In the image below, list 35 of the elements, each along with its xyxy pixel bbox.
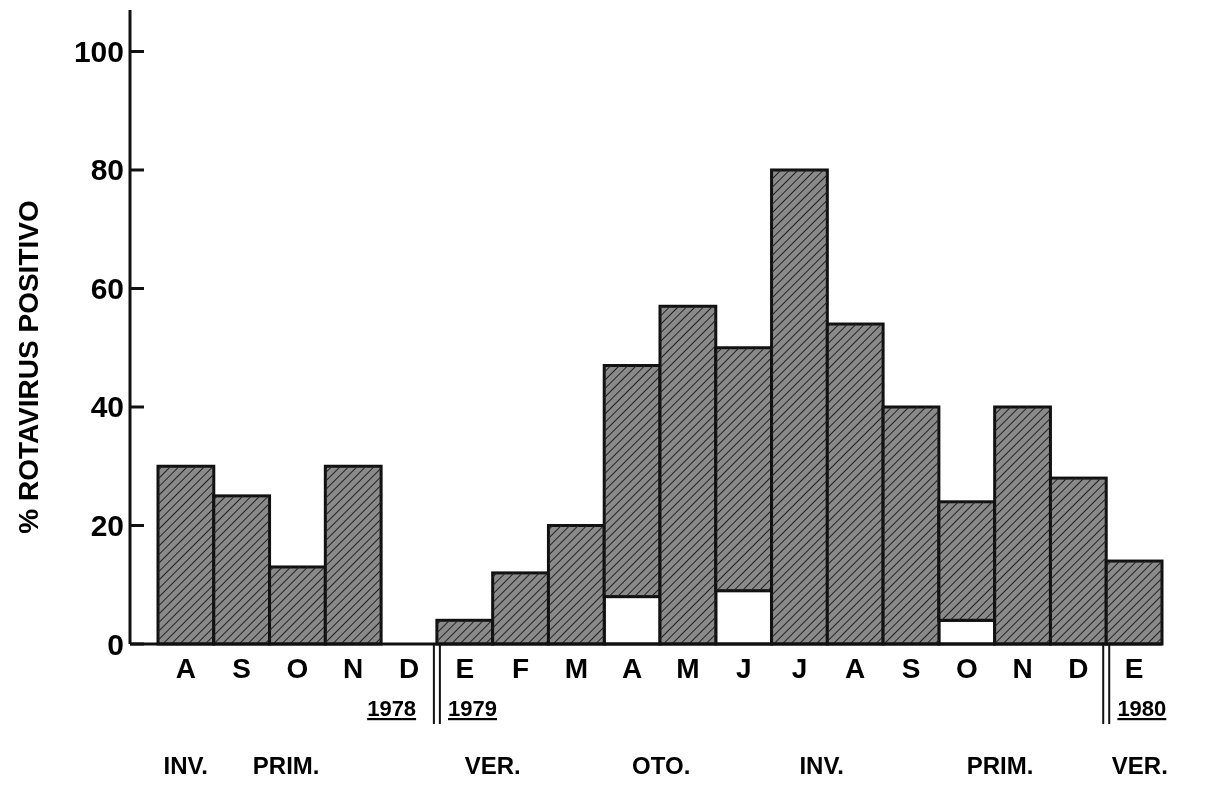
x-tick-label: F: [512, 653, 530, 684]
text: PRIM.: [966, 752, 1034, 779]
y-axis-title: % ROTAVIRUS POSITIVO: [13, 200, 44, 534]
y-tick-label: 80: [90, 153, 124, 187]
text: 1978: [367, 696, 417, 721]
text: INV.: [163, 752, 209, 779]
x-tick-label: E: [1124, 653, 1144, 684]
x-tick-label: M: [564, 653, 588, 684]
y-tick-label: 60: [90, 271, 124, 305]
text: INV.: [799, 752, 844, 779]
x-tick-label: J: [735, 653, 752, 684]
x-tick-label: E: [455, 653, 475, 684]
text: VER.: [464, 752, 521, 779]
x-tick-label: S: [232, 653, 252, 684]
text: VER.: [1111, 752, 1168, 779]
y-tick-label: 20: [90, 509, 124, 542]
x-tick-label: O: [286, 653, 309, 684]
text: OTO.: [632, 752, 691, 779]
y-tick-label: 100: [73, 34, 124, 68]
x-tick-label: O: [955, 653, 978, 684]
x-tick-label: N: [1012, 653, 1033, 684]
y-tick-label: 0: [107, 627, 124, 661]
x-tick-label: J: [791, 653, 808, 684]
y-tick-label: 40: [90, 390, 124, 424]
x-tick-label: D: [398, 653, 420, 684]
text: 1979: [448, 696, 497, 721]
x-tick-label: A: [845, 653, 866, 684]
x-tick-label: D: [1068, 653, 1089, 684]
x-tick-label: S: [901, 653, 921, 684]
x-tick-label: N: [343, 653, 364, 684]
x-tick-label: M: [676, 653, 700, 684]
x-tick-label: A: [175, 653, 197, 684]
text: 1980: [1117, 696, 1167, 721]
text: PRIM.: [252, 752, 320, 779]
x-tick-label: A: [621, 653, 643, 684]
